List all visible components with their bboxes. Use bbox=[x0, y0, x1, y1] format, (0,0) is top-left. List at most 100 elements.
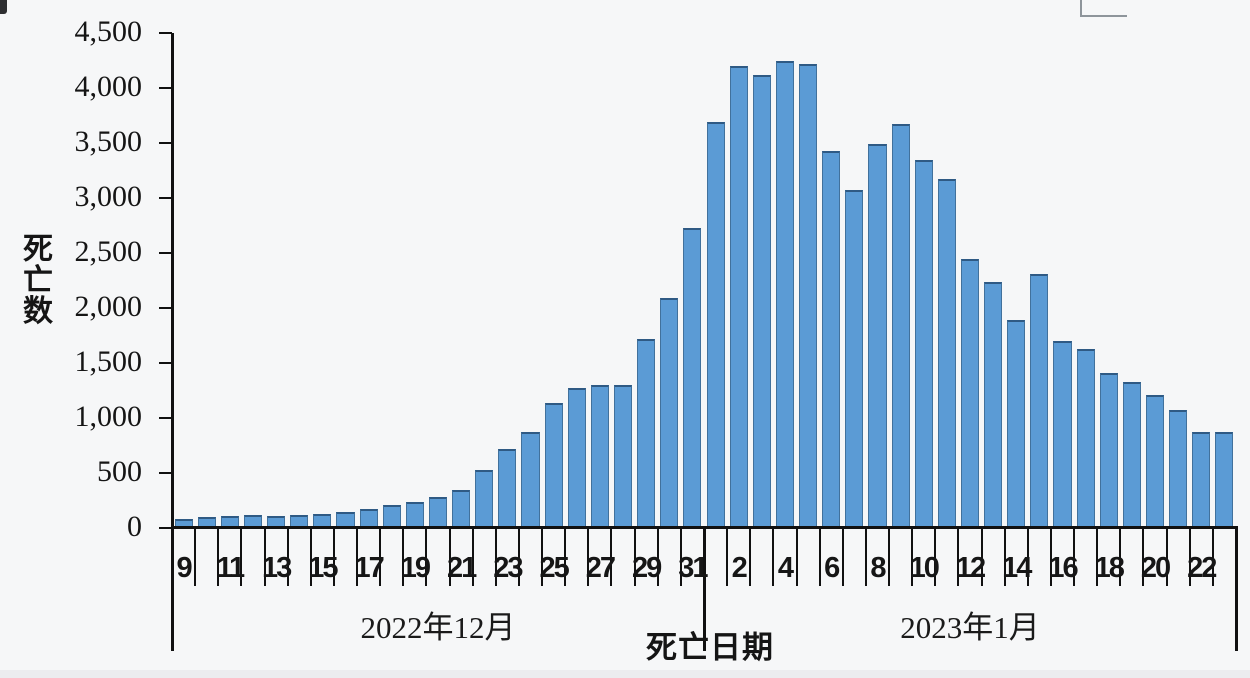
x-axis-day-label: 22 bbox=[1187, 552, 1217, 584]
bar-day-12月20 bbox=[428, 496, 448, 528]
x-axis-tick bbox=[448, 528, 451, 586]
y-axis-tick bbox=[159, 472, 172, 474]
x-axis-tick bbox=[841, 528, 844, 586]
bar-day-1月18 bbox=[1099, 372, 1118, 528]
bar-day-1月4 bbox=[775, 60, 795, 528]
x-axis-tick bbox=[888, 528, 891, 586]
x-axis-tick bbox=[934, 528, 937, 586]
x-axis-tick bbox=[402, 528, 405, 586]
x-axis-tick bbox=[656, 528, 659, 586]
x-axis-tick bbox=[1096, 528, 1099, 586]
y-axis-tick-label: 1,000 bbox=[74, 400, 143, 433]
x-axis-day-label: 12 bbox=[955, 552, 986, 584]
bar-day-12月19 bbox=[405, 502, 424, 528]
x-axis-tick bbox=[240, 528, 243, 586]
y-axis-tick-label: 3,500 bbox=[74, 125, 143, 158]
x-axis-tick bbox=[726, 528, 729, 586]
bar-day-1月1 bbox=[706, 122, 725, 528]
y-axis-tick-label: 2,500 bbox=[74, 235, 143, 268]
month-group-label: 2022年12月 bbox=[360, 610, 516, 645]
y-axis-tick bbox=[159, 417, 172, 419]
x-axis-tick bbox=[217, 528, 220, 586]
bar-day-1月19 bbox=[1122, 381, 1141, 528]
cropped-border-artifact-vertical bbox=[1080, 0, 1082, 16]
x-axis-tick bbox=[679, 528, 682, 586]
y-axis-tick-label: 1,500 bbox=[74, 345, 143, 378]
x-axis-day-label: 10 bbox=[909, 552, 940, 584]
bar-day-12月24 bbox=[521, 432, 540, 528]
bar-day-1月22 bbox=[1192, 432, 1211, 528]
y-axis-tick-label: 3,000 bbox=[74, 180, 143, 213]
y-axis-tick-label: 0 bbox=[127, 510, 142, 543]
bar-day-1月14 bbox=[1007, 320, 1026, 528]
screenshot-corner-artifact bbox=[0, 0, 7, 14]
x-axis-tick bbox=[1165, 528, 1168, 586]
x-axis-boundary-tick bbox=[1234, 528, 1238, 651]
y-axis-tick bbox=[159, 362, 172, 364]
bar-day-12月26 bbox=[567, 388, 586, 528]
x-axis-tick bbox=[471, 528, 474, 586]
bar-day-1月20 bbox=[1145, 394, 1165, 528]
bar-day-1月8 bbox=[868, 144, 887, 528]
y-axis-tick-label: 4,000 bbox=[74, 70, 143, 103]
month-group-label: 2023年1月 bbox=[900, 610, 1040, 645]
y-axis-title-char: 死 bbox=[23, 233, 53, 266]
x-axis-tick bbox=[494, 528, 497, 586]
bar-day-1月21 bbox=[1169, 410, 1188, 528]
x-axis-tick bbox=[633, 528, 636, 586]
x-axis-tick bbox=[356, 528, 359, 586]
x-axis-day-label: 21 bbox=[446, 552, 477, 584]
x-axis-tick bbox=[957, 528, 960, 586]
x-axis-day-label: 4 bbox=[777, 552, 794, 584]
x-axis-day-label: 29 bbox=[632, 552, 662, 584]
x-axis-tick bbox=[749, 528, 752, 586]
y-axis-tick-label: 2,000 bbox=[74, 290, 143, 323]
x-axis-day-label: 6 bbox=[824, 552, 840, 584]
y-axis-tick bbox=[159, 197, 172, 199]
x-axis-tick bbox=[1073, 528, 1076, 586]
x-axis-tick bbox=[1003, 528, 1006, 586]
x-axis-day-label: 15 bbox=[308, 552, 338, 584]
x-axis-tick bbox=[864, 528, 867, 586]
x-axis-day-label: 8 bbox=[870, 552, 886, 584]
bar-day-1月16 bbox=[1053, 341, 1072, 528]
y-axis-line bbox=[171, 33, 174, 651]
x-axis-tick bbox=[818, 528, 821, 586]
bar-day-1月7 bbox=[845, 190, 864, 528]
bar-day-12月28 bbox=[613, 385, 633, 528]
y-axis-tick bbox=[159, 87, 172, 89]
x-axis-tick bbox=[425, 528, 428, 586]
y-axis-title-char: 数 bbox=[23, 295, 53, 328]
x-axis-day-label: 16 bbox=[1048, 552, 1078, 584]
x-axis-tick bbox=[263, 528, 266, 586]
bar-day-1月2 bbox=[729, 66, 748, 528]
y-axis-title: 死亡数 bbox=[21, 234, 55, 327]
x-axis-tick bbox=[587, 528, 590, 586]
bar-day-12月30 bbox=[660, 298, 679, 528]
x-axis-tick bbox=[1119, 528, 1122, 586]
x-axis-line bbox=[171, 526, 1238, 529]
y-axis-tick-label: 500 bbox=[97, 455, 142, 488]
x-axis-tick bbox=[911, 528, 914, 586]
x-axis-tick bbox=[194, 528, 197, 586]
x-axis-day-label: 23 bbox=[493, 552, 523, 584]
x-axis-tick bbox=[541, 528, 544, 586]
x-axis-tick bbox=[795, 528, 798, 586]
y-axis-title-char: 亡 bbox=[23, 264, 53, 297]
y-axis-tick bbox=[159, 142, 172, 144]
x-axis-day-label: 19 bbox=[400, 552, 431, 584]
x-axis-day-label: 13 bbox=[261, 552, 292, 584]
y-axis-tick bbox=[159, 32, 172, 34]
bar-day-12月22 bbox=[475, 469, 494, 528]
cropped-border-artifact-horizontal bbox=[1080, 15, 1127, 17]
x-axis-tick bbox=[610, 528, 613, 586]
bar-day-1月23 bbox=[1215, 432, 1234, 528]
y-axis-tick bbox=[159, 252, 172, 254]
bar-day-1月5 bbox=[799, 63, 818, 528]
bar-day-1月10 bbox=[914, 159, 933, 528]
bar-day-12月31 bbox=[683, 227, 702, 528]
x-axis-day-label: 27 bbox=[585, 552, 616, 584]
x-axis-tick bbox=[332, 528, 335, 586]
x-axis-boundary-tick bbox=[702, 528, 706, 651]
bar-day-1月6 bbox=[822, 150, 841, 528]
